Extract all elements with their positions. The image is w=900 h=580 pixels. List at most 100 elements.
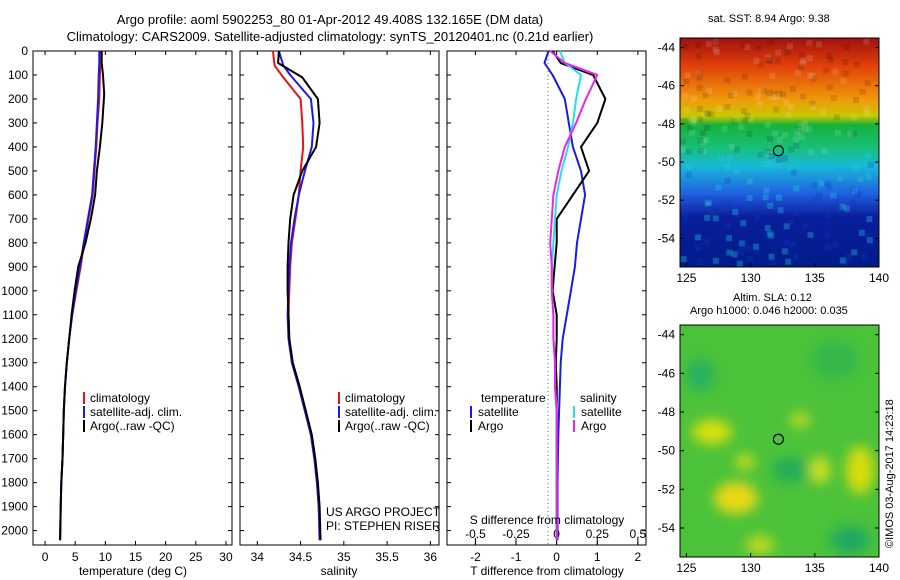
- x-tick-label: 36: [424, 550, 438, 564]
- sst-pixel: [709, 210, 716, 217]
- sst-pixel: [741, 73, 748, 80]
- sst-pixel: [807, 72, 814, 79]
- sst-pixel: [731, 90, 737, 97]
- sst-pixel: [767, 202, 774, 209]
- temperature-legend: climatology satellite-adj. clim. Argo(..…: [83, 391, 182, 433]
- depth-tick-label: 1400: [1, 380, 28, 394]
- sst-pixel: [821, 147, 828, 154]
- sst-pixel: [734, 212, 741, 219]
- sst-pixel: [851, 114, 858, 121]
- sst-pixel: [859, 89, 866, 95]
- sst-pixel: [769, 72, 776, 79]
- sst-pixel: [764, 148, 771, 155]
- x-tick-label: 34.5: [289, 550, 313, 564]
- depth-tick-label: 1300: [1, 356, 28, 370]
- sst-pixel: [826, 52, 833, 59]
- lat-tick-label: -44: [658, 328, 676, 342]
- sst-pixel: [866, 237, 873, 244]
- lon-tick-label: 135: [805, 561, 825, 575]
- depth-tick-label: 1800: [1, 476, 28, 490]
- sst-pixel: [768, 253, 775, 260]
- sst-pixel: [768, 38, 775, 45]
- sst-pixel: [711, 38, 718, 45]
- sst-pixel: [818, 180, 825, 187]
- sst-pixel: [792, 209, 799, 216]
- sst-pixel: [788, 103, 795, 110]
- top-x-tick-label: -0.5: [465, 527, 486, 541]
- sst-pixel: [832, 68, 839, 75]
- depth-tick-label: 500: [8, 164, 28, 178]
- sst-pixel: [827, 56, 834, 63]
- legend-header-salinity: salinity: [580, 391, 617, 405]
- sst-pixel: [682, 92, 689, 99]
- sst-pixel: [796, 127, 803, 134]
- sst-pixel: [766, 58, 773, 65]
- depth-tick-label: 400: [8, 140, 28, 154]
- salinity-legend-climatology: climatology: [345, 391, 405, 405]
- sst-pixel: [683, 78, 690, 85]
- sst-pixel: [816, 192, 823, 199]
- sst-pixel: [746, 194, 753, 201]
- sst-pixel: [845, 253, 852, 260]
- sst-pixel: [683, 107, 690, 114]
- sla-map-title: Altim. SLA: 0.12: [733, 292, 812, 304]
- salinity-legend-satellite: satellite-adj. clim.: [345, 405, 437, 419]
- salinity-xlabel: salinity: [321, 564, 358, 578]
- sst-pixel: [726, 154, 733, 161]
- sst-pixel: [811, 182, 818, 189]
- sst-pixel: [776, 137, 783, 143]
- sst-pixel: [731, 118, 738, 125]
- sst-pixel: [793, 136, 800, 143]
- copyright-stamp: ©IMOS 03-Aug-2017 14:23:18: [884, 399, 896, 548]
- sst-pixel: [781, 132, 788, 138]
- sst-pixel: [793, 129, 800, 136]
- sst-pixel: [770, 90, 777, 97]
- sst-pixel: [824, 212, 831, 219]
- sst-pixel: [754, 214, 760, 221]
- sst-pixel: [807, 231, 814, 238]
- temperature-xlabel: temperature (deg C): [79, 564, 187, 578]
- x-tick-label: 0: [42, 550, 49, 564]
- sst-pixel: [692, 117, 699, 124]
- sst-pixel: [833, 114, 840, 121]
- sst-pixel: [753, 58, 760, 65]
- sst-pixel: [852, 164, 859, 171]
- depth-tick-label: 1200: [1, 332, 28, 346]
- sst-pixel: [736, 260, 743, 267]
- sst-pixel: [851, 187, 858, 194]
- sst-pixel: [830, 95, 837, 101]
- sst-pixel: [680, 138, 686, 145]
- sst-pixel: [797, 123, 804, 130]
- sst-pixel: [866, 216, 873, 223]
- legend-temperature-argo: Argo: [478, 419, 504, 433]
- depth-tick-label: 600: [8, 188, 28, 202]
- sst-pixel: [743, 44, 750, 51]
- temperature-legend-climatology: climatology: [90, 391, 150, 405]
- sst-pixel: [765, 54, 771, 61]
- sst-pixel: [865, 152, 872, 159]
- sst-pixel: [787, 219, 794, 226]
- sst-pixel: [781, 155, 788, 162]
- difference-top-xlabel: S difference from climatology: [470, 513, 625, 527]
- sst-pixel: [755, 45, 762, 52]
- sst-pixel: [798, 134, 805, 141]
- sst-pixel: [830, 192, 837, 199]
- sst-pixel: [839, 203, 846, 210]
- sst-pixel: [810, 75, 817, 82]
- sst-pixel: [777, 207, 784, 214]
- sst-pixel: [746, 256, 753, 262]
- sst-pixel: [724, 223, 731, 230]
- x-tick-label: 15: [129, 550, 143, 564]
- sst-field: [680, 38, 879, 267]
- sst-pixel: [800, 93, 807, 100]
- sst-pixel: [699, 130, 706, 136]
- sst-pixel: [685, 171, 692, 178]
- sst-pixel: [746, 131, 753, 137]
- depth-tick-label: 1500: [1, 404, 28, 418]
- sst-pixel: [775, 156, 782, 163]
- sst-pixel: [787, 164, 794, 171]
- sst-pixel: [823, 67, 830, 74]
